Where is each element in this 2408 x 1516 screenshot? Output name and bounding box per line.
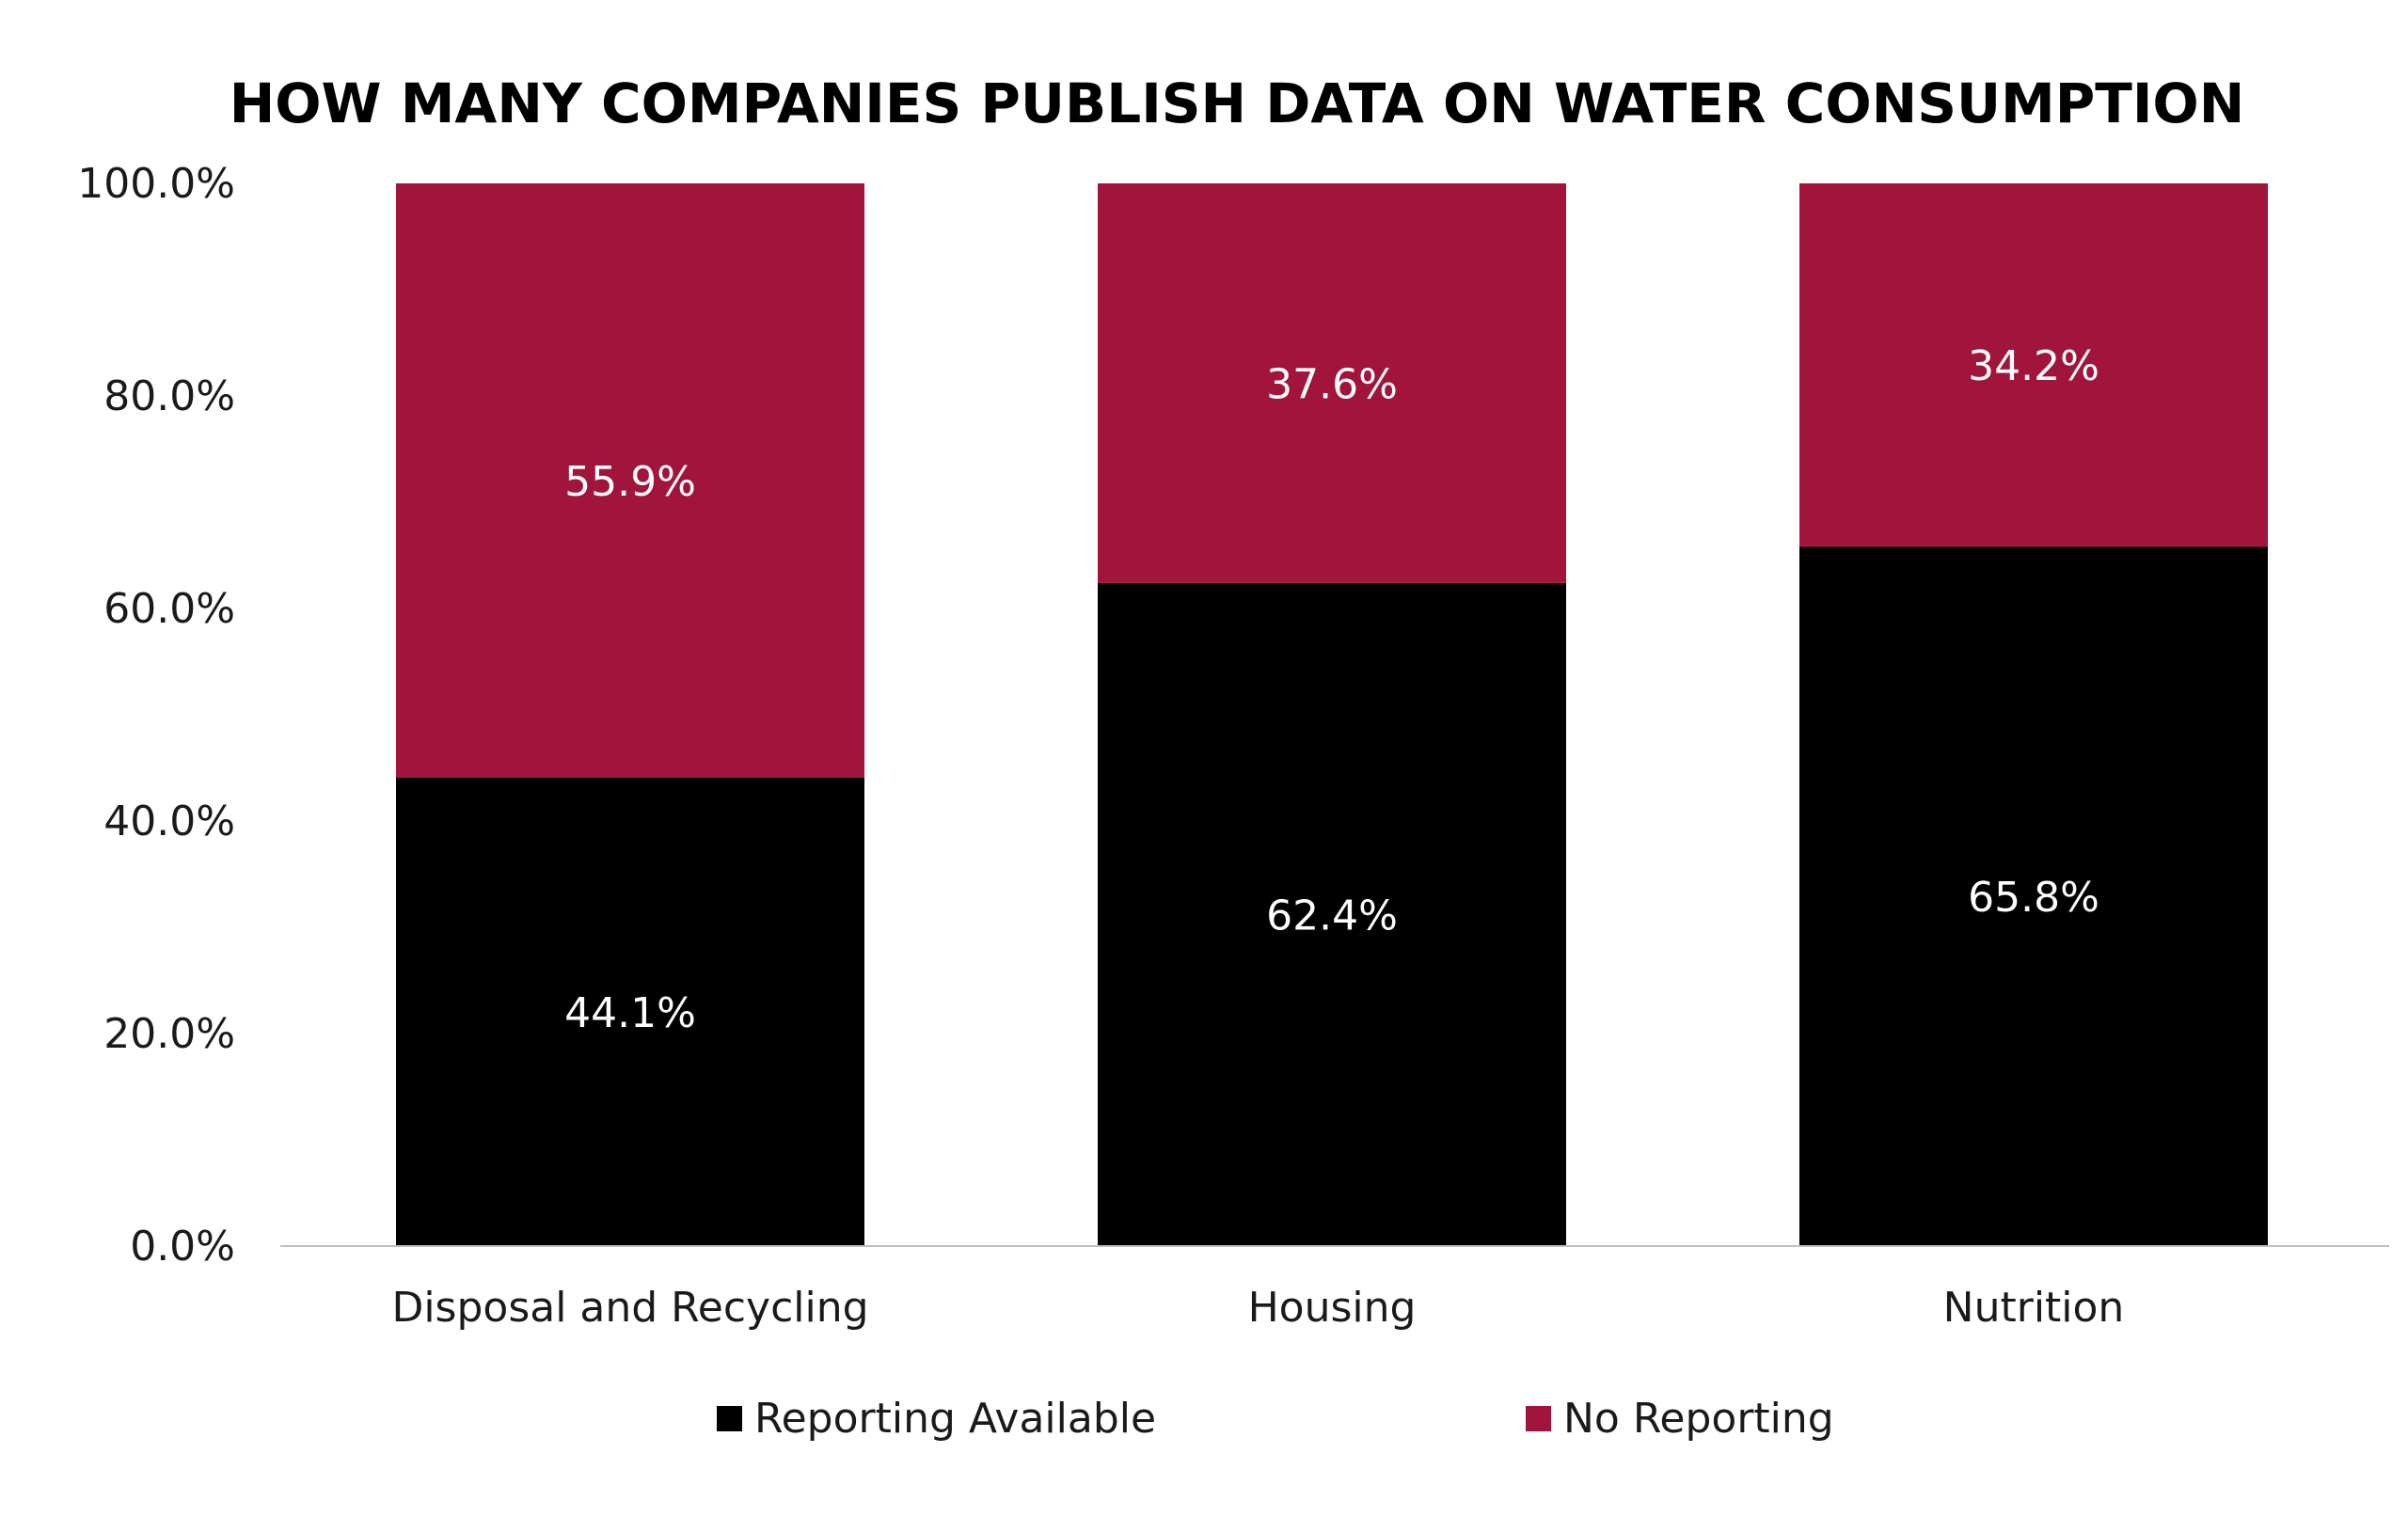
data-label: 44.1% bbox=[564, 989, 696, 1037]
y-axis: 0.0% 20.0% 40.0% 60.0% 80.0% 100.0% bbox=[77, 160, 235, 1271]
y-tick-label: 0.0% bbox=[130, 1223, 235, 1271]
legend-label: No Reporting bbox=[1563, 1395, 1834, 1443]
legend: Reporting Available No Reporting bbox=[717, 1395, 1834, 1443]
data-label: 37.6% bbox=[1266, 360, 1398, 408]
bars-group: 44.1% 55.9% 62.4% 37.6% 65.8% 34.2% bbox=[396, 183, 2268, 1246]
legend-swatch bbox=[717, 1406, 742, 1431]
legend-swatch bbox=[1526, 1406, 1551, 1431]
chart-title: HOW MANY COMPANIES PUBLISH DATA ON WATER… bbox=[230, 71, 2245, 135]
bar-segment bbox=[396, 183, 864, 778]
x-axis: Disposal and Recycling Housing Nutrition bbox=[391, 1284, 2124, 1332]
data-label: 65.8% bbox=[1968, 874, 2099, 922]
y-tick-label: 100.0% bbox=[77, 160, 235, 208]
data-label: 62.4% bbox=[1266, 892, 1398, 940]
bar-segment bbox=[1098, 183, 1566, 583]
x-category-label: Housing bbox=[1248, 1284, 1417, 1332]
x-category-label: Disposal and Recycling bbox=[391, 1284, 868, 1332]
y-tick-label: 20.0% bbox=[103, 1010, 235, 1058]
bar-segment bbox=[1098, 582, 1566, 1246]
bar-segment bbox=[1799, 546, 2268, 1246]
y-tick-label: 80.0% bbox=[103, 372, 235, 420]
x-category-label: Nutrition bbox=[1943, 1284, 2125, 1332]
bar-segment bbox=[396, 777, 864, 1246]
y-tick-label: 40.0% bbox=[103, 797, 235, 845]
data-label: 55.9% bbox=[564, 458, 696, 506]
legend-label: Reporting Available bbox=[754, 1395, 1156, 1443]
bar-segment bbox=[1799, 183, 2268, 547]
data-label: 34.2% bbox=[1968, 342, 2099, 390]
y-tick-label: 60.0% bbox=[103, 585, 235, 633]
